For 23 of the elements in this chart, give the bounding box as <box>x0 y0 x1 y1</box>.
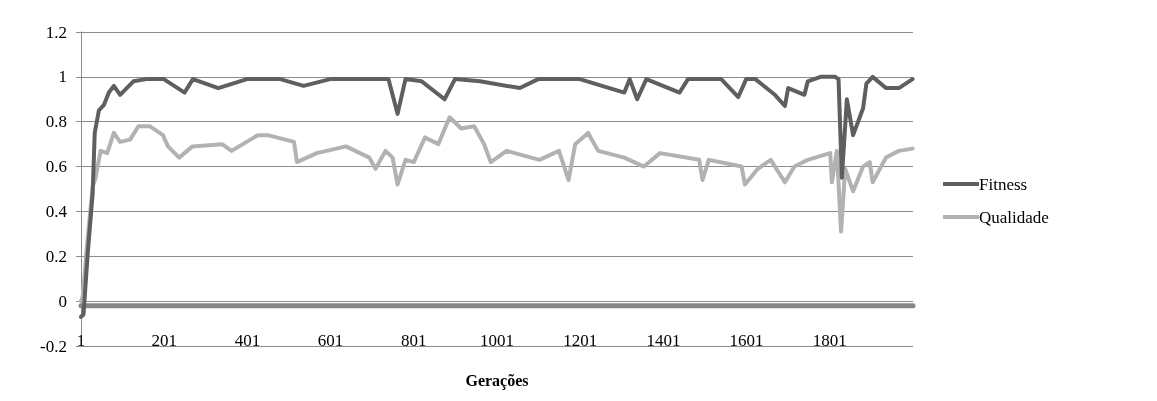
y-tick-label: 0.2 <box>45 246 67 266</box>
y-tick-label: 0.4 <box>45 201 68 221</box>
legend-label: Fitness <box>979 174 1028 194</box>
x-tick-label: 801 <box>401 331 427 350</box>
y-tick-label: 1 <box>58 67 67 87</box>
y-tick-label: 0 <box>58 291 67 311</box>
x-tick-label: 201 <box>151 331 177 350</box>
line-series <box>79 74 915 319</box>
x-tick-label: 1 <box>76 331 86 350</box>
y-tick-label: 0.8 <box>45 112 67 132</box>
x-tick-label: 1201 <box>563 331 598 350</box>
x-tick-label: 1801 <box>812 331 847 350</box>
legend-label: Qualidade <box>979 207 1049 227</box>
x-tick-label: 1401 <box>646 331 681 350</box>
x-axis-title: Gerações <box>465 371 529 390</box>
x-tick-label: 1601 <box>729 331 764 350</box>
x-tick-label: 401 <box>234 331 261 350</box>
y-tick-label: -0.2 <box>40 336 67 356</box>
y-tick-label: 0.6 <box>45 157 67 177</box>
line-series <box>79 115 915 304</box>
y-tick-label: 1.2 <box>45 22 67 42</box>
x-tick-label: 601 <box>317 331 344 350</box>
x-tick-label: 1001 <box>480 331 514 350</box>
